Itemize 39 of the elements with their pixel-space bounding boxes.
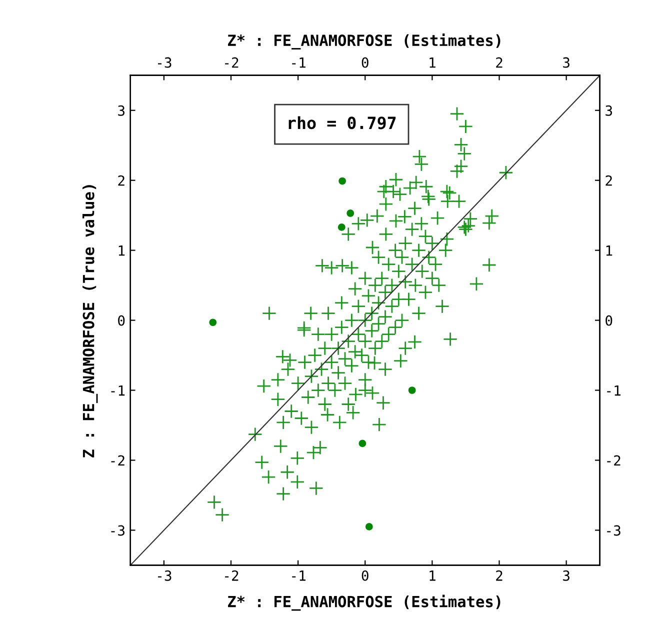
point	[338, 177, 346, 185]
x2-tick-label: -2	[225, 57, 238, 68]
x-axis-title: Z* : FE_ANAMORFOSE (Estimates)	[228, 594, 500, 611]
y-tick-label: 3	[118, 105, 124, 116]
x-tick-label: 1	[430, 570, 436, 581]
y2-tick-label: -3	[607, 525, 620, 536]
y-axis-title: Z : FE_ANAMORFOSE (True value)	[82, 185, 98, 458]
y-tick-label: 0	[118, 315, 125, 326]
x-tick-label: 3	[563, 570, 570, 581]
point	[338, 224, 346, 231]
y-tick-label: -2	[111, 455, 124, 466]
x2-axis-title: Z* : FE_ANAMORFOSE (Estimates)	[228, 33, 500, 50]
y2-tick-label: 0	[606, 315, 612, 326]
x2-tick-label: -1	[292, 57, 306, 68]
x2-tick-label: 1	[430, 57, 436, 68]
x-tick-label: -2	[225, 570, 238, 581]
point	[209, 318, 217, 326]
x-tick-label: -1	[292, 570, 306, 581]
y2-tick-label: 3	[606, 105, 612, 116]
x-tick-label: 0	[362, 570, 368, 581]
point	[408, 386, 416, 394]
y-tick-label: 2	[118, 175, 124, 186]
point	[346, 210, 354, 217]
y2-tick-label: -1	[607, 385, 620, 396]
y2-tick-label: -2	[607, 455, 620, 466]
x2-tick-label: -3	[158, 57, 172, 68]
y-tick-label: -1	[111, 385, 125, 396]
y-tick-label: 1	[118, 245, 125, 256]
y2-tick-label: 1	[606, 245, 612, 256]
y2-tick-label: 2	[606, 175, 612, 186]
point	[365, 523, 373, 530]
y-tick-label: -3	[111, 525, 124, 536]
annotation: rho = 0.797	[288, 116, 396, 130]
x-tick-label: -3	[158, 570, 172, 581]
x-tick-label: 2	[496, 570, 502, 581]
x2-tick-label: 0	[362, 57, 368, 68]
x2-tick-label: 3	[563, 57, 570, 68]
point	[358, 440, 366, 448]
x2-tick-label: 2	[496, 57, 502, 68]
